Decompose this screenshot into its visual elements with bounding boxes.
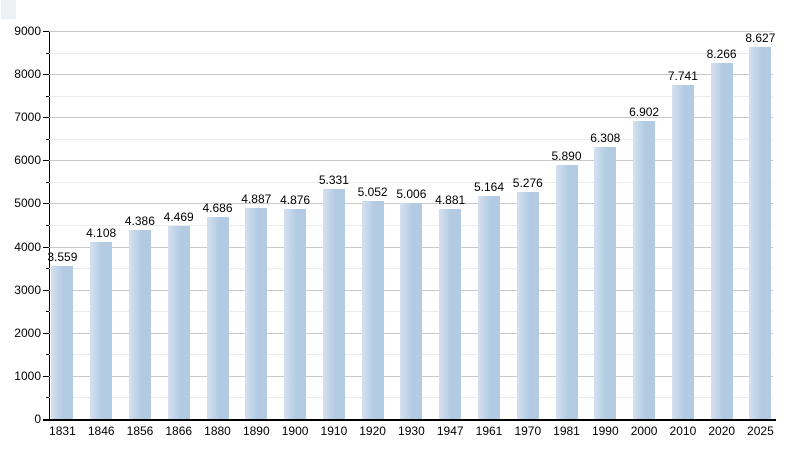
y-axis-minor-tick [46, 225, 49, 226]
bar [400, 203, 423, 419]
bar-value-label: 6.902 [629, 105, 660, 120]
bar [90, 241, 113, 419]
bar [167, 226, 190, 419]
x-axis-tick-label: 1831 [49, 424, 76, 438]
x-axis-tick-label: 1900 [281, 424, 309, 438]
bar-value-label: 8.266 [706, 46, 737, 61]
y-axis-major-tick [43, 289, 49, 291]
bar-value-label: 5.276 [512, 175, 543, 190]
y-axis-minor-tick [46, 138, 49, 140]
y-axis-tick-label: 5000 [14, 196, 41, 211]
y-axis-major-tick [43, 375, 49, 377]
y-axis-tick-label: 1000 [14, 368, 41, 383]
y-axis-tick-label: 3000 [14, 282, 41, 297]
y-axis-tick-label: 2000 [14, 325, 41, 340]
bar-value-label: 4.469 [163, 210, 194, 225]
gridline-minor [49, 181, 773, 183]
bar [516, 191, 539, 419]
bar-value-label: 4.881 [435, 192, 466, 207]
y-axis-minor-tick [46, 181, 49, 183]
y-axis-tick-label: 6000 [14, 153, 41, 168]
bar-value-label: 4.108 [86, 225, 117, 240]
y-axis-minor-tick [46, 95, 49, 97]
x-axis-tick-label: 2025 [747, 424, 774, 438]
bar [322, 189, 345, 419]
x-axis-tick-label: 1961 [475, 424, 503, 438]
x-axis-tick-label: 1930 [398, 424, 425, 438]
gridline-major [49, 117, 773, 119]
bar [478, 196, 500, 419]
x-axis-tick-label: 1970 [514, 424, 542, 438]
bar [245, 208, 268, 419]
bar-value-label: 4.887 [241, 192, 272, 207]
y-axis-major-tick [43, 203, 49, 205]
bar-value-label: 7.741 [667, 69, 698, 84]
y-axis-minor-tick [46, 354, 49, 356]
x-axis-tick-label: 1846 [87, 424, 115, 438]
x-axis-tick-label: 2010 [669, 424, 697, 438]
y-axis-major-tick [43, 74, 49, 76]
x-axis-tick-label: 1910 [320, 424, 348, 438]
bar-value-label: 8.627 [745, 31, 776, 46]
x-axis-line [43, 419, 776, 421]
bar-value-label: 3.559 [47, 249, 78, 264]
y-axis-minor-tick [46, 397, 49, 399]
x-axis-tick-label: 1947 [436, 424, 464, 438]
x-axis-tick-label: 1866 [165, 424, 193, 438]
bar-value-label: 5.164 [473, 180, 505, 195]
y-axis-minor-tick [46, 268, 49, 270]
y-axis-major-tick [43, 31, 49, 32]
bar-value-label: 4.686 [202, 201, 233, 215]
bar-value-label: 5.331 [318, 173, 349, 188]
y-axis-major-tick [43, 160, 49, 162]
y-axis-line [49, 31, 50, 421]
y-axis-tick-label: 0 [34, 412, 41, 426]
bar-value-label: 6.308 [590, 131, 621, 146]
gridline-minor [49, 95, 773, 97]
y-axis-major-tick [43, 246, 49, 248]
bar [284, 208, 307, 419]
gridline-major [49, 31, 773, 32]
bar [439, 208, 462, 419]
bar [710, 62, 733, 419]
y-axis-tick-label: 4000 [14, 239, 41, 254]
bar [594, 147, 617, 419]
bar [206, 217, 229, 419]
bar [555, 165, 578, 419]
y-axis-major-tick [43, 117, 49, 119]
gridline-major [49, 74, 773, 76]
x-axis-tick-label: 2000 [630, 424, 658, 438]
bar-value-label: 4.386 [124, 213, 155, 228]
gridline-minor [49, 52, 773, 54]
bar [128, 229, 151, 419]
x-axis-tick-label: 1856 [126, 424, 154, 438]
y-axis-tick-label: 7000 [14, 110, 41, 125]
x-axis-tick-label: 1920 [359, 424, 386, 438]
corner-legend-swatch [1, 0, 16, 19]
x-axis-tick-label: 1880 [204, 424, 231, 438]
bar [361, 201, 384, 419]
y-axis-tick-label: 9000 [14, 24, 41, 38]
gridline-minor [49, 138, 773, 140]
gridline-major [49, 160, 773, 162]
x-axis-tick-label: 1890 [242, 424, 270, 438]
bar [749, 47, 772, 419]
bar-value-label: 5.006 [396, 187, 427, 202]
y-axis-tick-label: 8000 [14, 67, 41, 82]
bar-value-label: 5.052 [357, 185, 388, 200]
bar-value-label: 4.876 [280, 192, 311, 207]
x-axis-tick-label: 1990 [591, 424, 619, 438]
y-axis-minor-tick [46, 52, 49, 54]
y-axis-minor-tick [46, 311, 49, 313]
bar [51, 265, 74, 419]
x-axis-tick-label: 2020 [708, 424, 736, 438]
bar [671, 85, 694, 419]
bar-value-label: 5.890 [551, 149, 582, 164]
y-axis-major-tick [43, 332, 49, 334]
x-axis-tick-label: 1981 [553, 424, 580, 438]
bar [633, 121, 656, 419]
